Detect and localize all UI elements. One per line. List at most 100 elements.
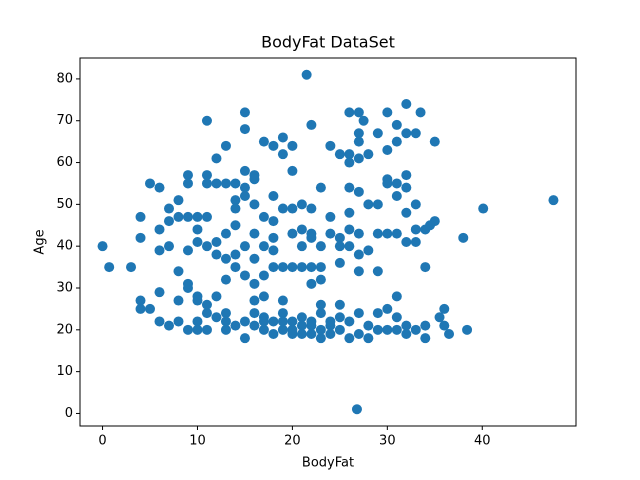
point	[325, 211, 336, 222]
x-tick-label: 20	[284, 434, 301, 449]
point	[325, 316, 336, 327]
point	[382, 324, 393, 335]
x-tick-label: 40	[474, 434, 491, 449]
y-tick-label: 10	[56, 364, 73, 379]
point	[220, 228, 231, 239]
point	[192, 295, 203, 306]
point	[287, 324, 298, 335]
point	[420, 333, 431, 344]
point	[306, 232, 317, 243]
point	[391, 191, 402, 201]
point	[249, 320, 260, 331]
point	[201, 115, 212, 126]
point	[372, 228, 383, 239]
point	[548, 195, 559, 206]
plot-frame	[79, 57, 577, 427]
point	[344, 333, 355, 344]
point	[287, 316, 298, 327]
point	[391, 228, 402, 239]
point	[154, 287, 165, 298]
point	[145, 303, 156, 314]
point	[353, 249, 364, 260]
point	[258, 241, 269, 252]
point	[173, 211, 184, 222]
point	[306, 262, 317, 273]
x-tick-label: 30	[379, 434, 396, 449]
point	[363, 333, 374, 344]
point	[249, 228, 260, 239]
point	[315, 333, 326, 344]
point	[391, 312, 402, 323]
point	[391, 136, 402, 147]
point	[211, 312, 222, 323]
point	[277, 295, 288, 306]
point	[192, 224, 203, 235]
point	[230, 262, 241, 273]
point	[410, 199, 421, 210]
point	[104, 262, 115, 273]
point	[315, 308, 326, 319]
point	[401, 207, 412, 218]
point	[372, 266, 383, 277]
point	[344, 182, 355, 193]
point	[351, 404, 362, 415]
y-tick-label: 20	[56, 322, 73, 337]
point	[410, 128, 421, 139]
point	[382, 228, 393, 239]
point	[401, 128, 412, 139]
point	[230, 195, 241, 206]
point	[258, 270, 269, 281]
point	[201, 299, 212, 310]
point	[334, 241, 345, 252]
point	[382, 178, 393, 189]
point	[182, 278, 193, 289]
point	[239, 316, 250, 327]
point	[344, 157, 355, 168]
point	[277, 132, 288, 143]
point	[201, 178, 212, 189]
point	[353, 329, 364, 339]
y-tick-label: 70	[56, 113, 73, 128]
point	[277, 308, 288, 319]
point	[439, 303, 450, 314]
point	[239, 182, 250, 193]
point	[315, 182, 326, 193]
point	[230, 249, 241, 260]
point	[268, 140, 279, 151]
point	[296, 224, 307, 235]
point	[163, 320, 174, 331]
point	[230, 203, 241, 214]
point	[410, 224, 421, 235]
point	[182, 170, 193, 181]
point	[344, 224, 355, 235]
point	[325, 140, 336, 151]
point	[268, 316, 279, 327]
point	[325, 228, 336, 239]
point	[439, 320, 450, 331]
point	[353, 228, 364, 239]
point	[211, 153, 222, 164]
point	[97, 241, 108, 252]
point	[306, 320, 317, 331]
point	[372, 308, 383, 319]
point	[230, 178, 241, 189]
point	[135, 303, 146, 314]
point	[287, 262, 298, 273]
point	[182, 245, 193, 256]
point	[192, 237, 203, 247]
point	[277, 149, 288, 160]
point	[353, 153, 364, 164]
point	[163, 241, 174, 252]
point	[306, 203, 317, 214]
point	[211, 249, 222, 260]
point	[344, 107, 355, 118]
point	[192, 211, 203, 222]
point	[444, 329, 455, 339]
point	[154, 316, 165, 327]
point	[353, 107, 364, 118]
point	[239, 124, 250, 135]
point	[249, 253, 260, 264]
point	[258, 211, 269, 222]
point	[211, 237, 222, 247]
point	[306, 278, 317, 289]
